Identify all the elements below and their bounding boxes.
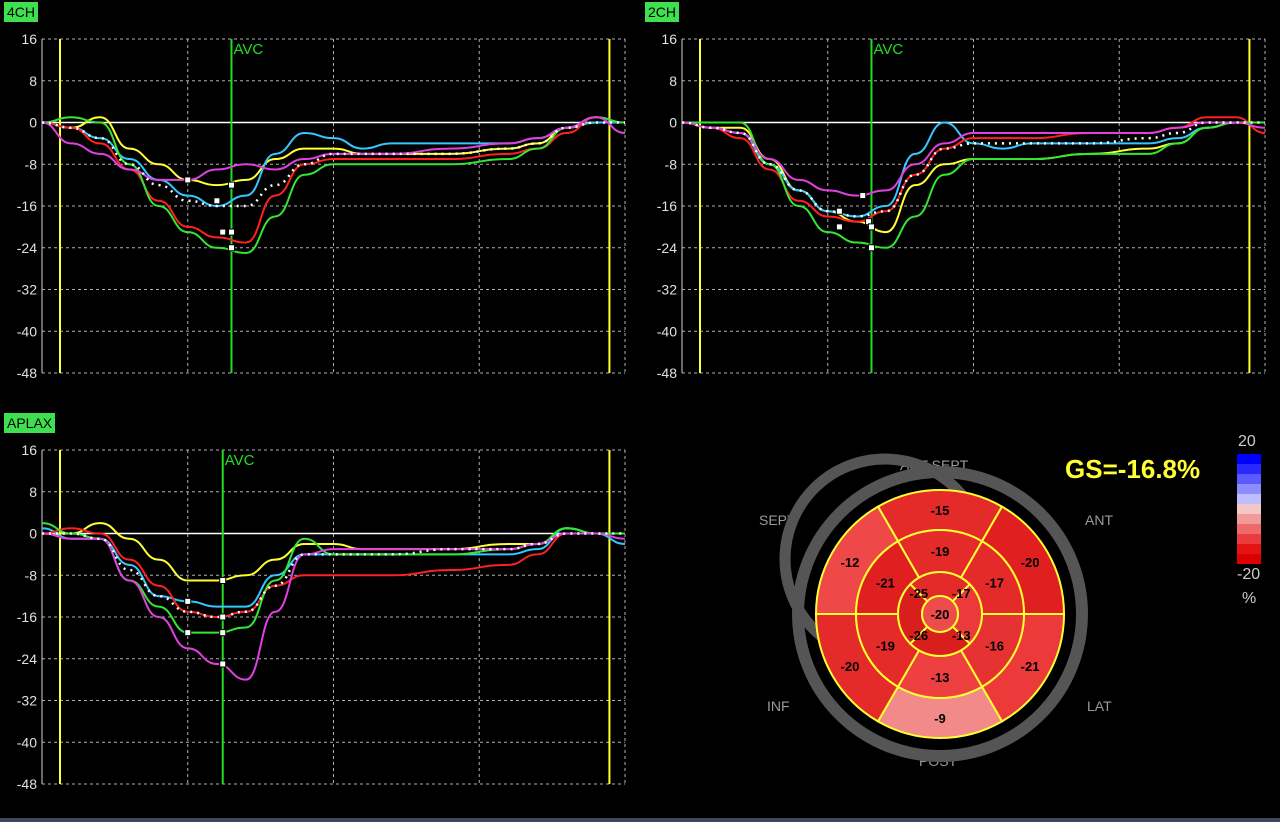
panel-label-2ch: 2CH (645, 2, 680, 22)
y-tick-label: -24 (17, 240, 37, 256)
peak-marker (227, 244, 235, 252)
y-tick-label: 0 (669, 115, 677, 131)
y-tick-label: -8 (25, 156, 38, 172)
color-scale-step (1237, 474, 1261, 484)
segment-value: -9 (934, 711, 946, 726)
peak-marker (184, 176, 192, 184)
y-tick-label: -16 (17, 198, 37, 214)
segment-value: -16 (985, 639, 1004, 654)
segment-strain-curve (41, 116, 626, 254)
color-scale-step (1237, 484, 1261, 494)
segment-strain-curve (41, 527, 625, 619)
peak-marker (184, 629, 192, 637)
segment-strain-curve (681, 121, 1266, 197)
peak-marker (859, 192, 867, 200)
y-tick-label: -16 (657, 198, 677, 214)
y-tick-label: -8 (25, 567, 38, 583)
peak-marker (213, 197, 221, 205)
segment-value: -25 (909, 586, 928, 601)
color-scale-step (1237, 504, 1261, 514)
avc-label: AVC (873, 41, 903, 58)
segment-value: -20 (1021, 555, 1040, 570)
y-tick-label: -24 (657, 240, 677, 256)
y-tick-label: 8 (669, 73, 677, 89)
peak-marker (835, 223, 843, 231)
scale-max-label: 20 (1238, 433, 1256, 450)
y-tick-label: 8 (29, 484, 37, 500)
peak-marker (227, 181, 235, 189)
peak-marker (227, 228, 235, 236)
y-tick-label: -24 (17, 651, 37, 667)
label-lat: LAT (1087, 698, 1112, 714)
panel-label-aplax: APLAX (4, 413, 56, 433)
y-tick-label: -48 (17, 776, 37, 792)
segment-value: -20 (841, 659, 860, 674)
color-scale-step (1237, 554, 1261, 564)
segment-value: -19 (876, 639, 895, 654)
scale-min-label: -20 (1237, 566, 1260, 583)
peak-marker (219, 613, 227, 621)
segment-value: -17 (985, 576, 1004, 591)
segment-strain-curve (41, 532, 626, 681)
peak-marker (835, 207, 843, 215)
segment-value: -15 (931, 503, 950, 518)
y-tick-label: -40 (17, 734, 37, 750)
y-tick-label: 16 (661, 31, 677, 47)
color-scale-step (1237, 514, 1261, 524)
y-tick-label: -16 (17, 609, 37, 625)
y-tick-label: -48 (657, 365, 677, 381)
segment-value: -17 (952, 586, 971, 601)
color-scale-step (1237, 544, 1261, 554)
peak-marker (867, 244, 875, 252)
peak-marker (184, 597, 192, 605)
segment-value: -12 (841, 555, 860, 570)
y-tick-label: 16 (21, 442, 37, 458)
avc-label: AVC (233, 41, 263, 58)
label-inf: INF (767, 698, 790, 714)
segment-strain-curve (41, 116, 625, 187)
strain-chart-aplax: 16 8 0 -8 -16 -24 -32 -40 -48 AVC (17, 442, 626, 792)
color-scale-step (1237, 534, 1261, 544)
segment-value: -26 (909, 628, 928, 643)
strain-chart-2ch: 16 8 0 -8 -16 -24 -32 -40 -48 AVC (657, 31, 1266, 381)
segment-value: -13 (952, 628, 971, 643)
bottom-bar (0, 818, 1280, 822)
y-tick-label: -32 (17, 693, 37, 709)
scale-unit-label: % (1242, 590, 1256, 607)
bullseye-plot: GS=-16.8% 20 -20 % ANT SEPT SEPT ANT INF… (759, 433, 1261, 769)
peak-marker (219, 660, 227, 668)
peak-marker (867, 223, 875, 231)
y-tick-label: -48 (17, 365, 37, 381)
label-ant: ANT (1085, 512, 1113, 528)
segment-value: -20 (931, 607, 950, 622)
y-tick-label: -40 (17, 323, 37, 339)
y-tick-label: -40 (657, 323, 677, 339)
gs-value: GS=-16.8% (1065, 454, 1200, 484)
avc-label: AVC (225, 452, 255, 469)
color-scale-step (1237, 494, 1261, 504)
y-tick-label: -8 (665, 156, 678, 172)
color-scale-step (1237, 524, 1261, 534)
peak-marker (219, 629, 227, 637)
segment-strain-curve (41, 116, 626, 181)
y-tick-label: 8 (29, 73, 37, 89)
segment-value: -19 (931, 544, 950, 559)
average-strain-curve (681, 121, 1265, 218)
y-tick-label: 0 (29, 115, 37, 131)
y-tick-label: 16 (21, 31, 37, 47)
color-scale-step (1237, 454, 1261, 464)
segment-value: -13 (931, 670, 950, 685)
segment-strain-curve (682, 121, 1265, 249)
apex-segment (921, 595, 959, 633)
panel-label-4ch: 4CH (4, 2, 39, 22)
y-tick-label: 0 (29, 526, 37, 542)
y-tick-label: -32 (657, 282, 677, 298)
segment-value: -21 (876, 576, 895, 591)
segment-value: -21 (1021, 659, 1040, 674)
strain-chart-4ch: 16 8 0 -8 -16 -24 -32 -40 -48 AVC (17, 31, 626, 381)
peak-marker (219, 228, 227, 236)
color-scale-step (1237, 464, 1261, 474)
peak-marker (219, 576, 227, 584)
y-tick-label: -32 (17, 282, 37, 298)
